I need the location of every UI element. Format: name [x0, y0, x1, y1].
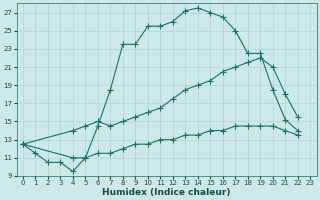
X-axis label: Humidex (Indice chaleur): Humidex (Indice chaleur) [102, 188, 231, 197]
